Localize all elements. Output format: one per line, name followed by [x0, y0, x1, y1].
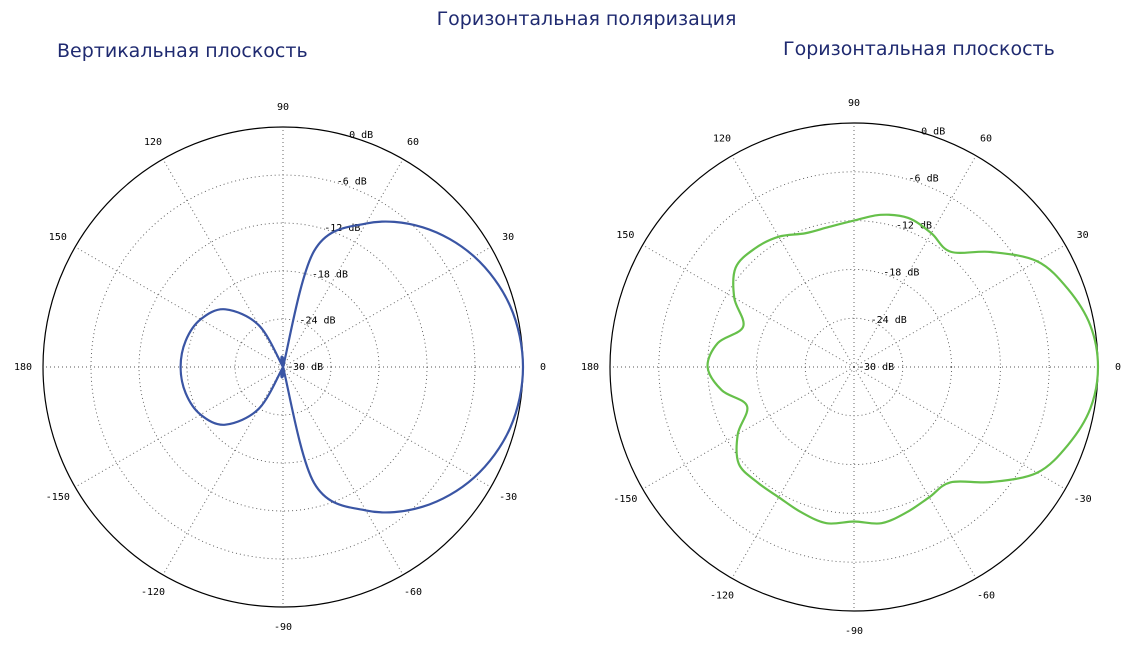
right-angle-tick-label: 0 — [1115, 362, 1121, 373]
right-radial-label: -6 dB — [909, 173, 939, 184]
right-angle-tick-label: -30 — [1074, 494, 1092, 505]
left-angle-tick-label: 150 — [49, 232, 67, 243]
right-grid-ring — [755, 268, 953, 466]
left-radial-label: -24 dB — [299, 316, 335, 327]
left-chart-title: Вертикальная плоскость — [57, 40, 308, 62]
right-grid-spoke — [853, 155, 977, 368]
right-grid-spoke — [642, 366, 855, 490]
left-angle-tick-label: -150 — [46, 492, 70, 503]
right-radial-label: -30 dB — [858, 362, 894, 373]
right-angle-tick-label: -120 — [710, 591, 734, 602]
right-grid-spoke — [731, 155, 855, 368]
left-angle-tick-label: -90 — [274, 622, 292, 633]
left-angle-tick-label: -60 — [404, 587, 422, 598]
right-angle-tick-label: 60 — [980, 133, 992, 144]
left-angle-tick-label: 180 — [14, 362, 32, 373]
left-radial-label: -30 dB — [287, 362, 323, 373]
left-grid-spoke — [74, 246, 284, 368]
left-grid-spoke — [282, 158, 404, 368]
left-angle-tick-label: 120 — [144, 137, 162, 148]
left-angle-tick-label: -30 — [499, 492, 517, 503]
left-radial-label: -6 dB — [337, 177, 367, 188]
left-angle-tick-label: -120 — [141, 587, 165, 598]
right-radial-label: 0 dB — [921, 126, 945, 137]
left-radial-label: -18 dB — [312, 269, 348, 280]
right-angle-tick-label: 150 — [616, 230, 634, 241]
right-chart-title: Горизонтальная плоскость — [783, 38, 1055, 60]
right-angle-tick-label: -90 — [845, 626, 863, 637]
left-grid-spoke — [162, 366, 284, 576]
right-grid-ring — [707, 220, 1001, 514]
right-grid-spoke — [642, 244, 855, 368]
left-grid-spoke — [282, 366, 404, 576]
right-radial-label: -24 dB — [871, 315, 907, 326]
main-title: Горизонтальная поляризация — [436, 8, 737, 30]
left-grid-spoke — [162, 158, 284, 368]
left-angle-tick-label: 30 — [502, 232, 514, 243]
right-radial-label: -12 dB — [896, 221, 932, 232]
right-grid-spoke — [853, 366, 1066, 490]
left-grid-spoke — [282, 246, 492, 368]
right-radial-label: -18 dB — [883, 268, 919, 279]
left-grid-spoke — [74, 366, 284, 488]
left-grid-spoke — [282, 366, 492, 488]
right-angle-tick-label: -150 — [613, 494, 637, 505]
left-angle-tick-label: 60 — [407, 137, 419, 148]
right-pattern-curve — [706, 213, 1100, 525]
right-grid-spoke — [853, 244, 1066, 368]
left-angle-tick-label: 90 — [277, 102, 289, 113]
right-angle-tick-label: 180 — [581, 362, 599, 373]
left-pattern-curve — [179, 220, 525, 514]
right-angle-tick-label: 30 — [1077, 230, 1089, 241]
left-radial-label: 0 dB — [349, 130, 373, 141]
right-angle-tick-label: -60 — [977, 591, 995, 602]
right-angle-tick-label: 120 — [713, 133, 731, 144]
right-grid-spoke — [853, 366, 977, 579]
left-angle-tick-label: 0 — [540, 362, 546, 373]
right-angle-tick-label: 90 — [848, 98, 860, 109]
right-grid-spoke — [731, 366, 855, 579]
right-grid-ring — [658, 171, 1050, 563]
